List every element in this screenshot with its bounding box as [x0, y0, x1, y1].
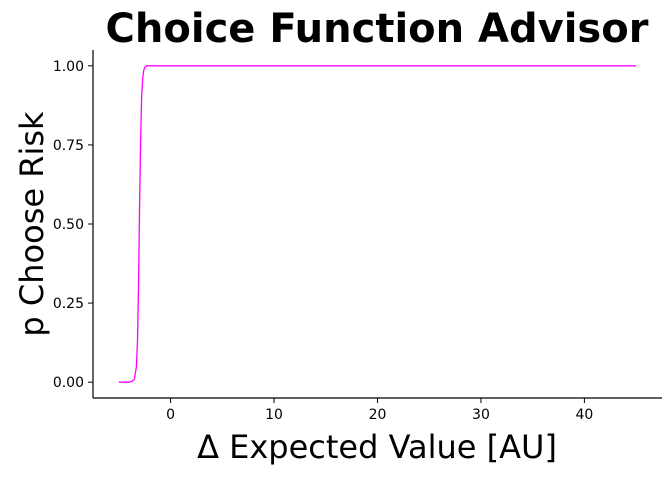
- x-ticks: 0 10 20 30 40: [166, 398, 593, 423]
- x-tick-label: 10: [265, 407, 283, 423]
- x-tick-label: 0: [166, 407, 175, 423]
- series-layer: [118, 65, 637, 383]
- x-axis-label: Δ Expected Value [AU]: [197, 428, 557, 466]
- x-tick-label: 30: [472, 407, 490, 423]
- y-tick-label: 0.00: [53, 375, 84, 391]
- chart-title: Choice Function Advisor: [106, 6, 649, 52]
- x-tick-label: 20: [369, 407, 387, 423]
- y-axis-label: p Choose Risk: [13, 111, 51, 337]
- y-tick-label: 0.25: [53, 296, 84, 312]
- y-tick-label: 0.50: [53, 217, 84, 233]
- y-tick-label: 0.75: [53, 138, 84, 154]
- y-ticks: 0.00 0.25 0.50 0.75 1.00: [53, 59, 93, 391]
- series-line: [118, 65, 637, 383]
- axes: [92, 50, 662, 399]
- x-tick-label: 40: [575, 407, 593, 423]
- y-tick-label: 1.00: [53, 59, 84, 75]
